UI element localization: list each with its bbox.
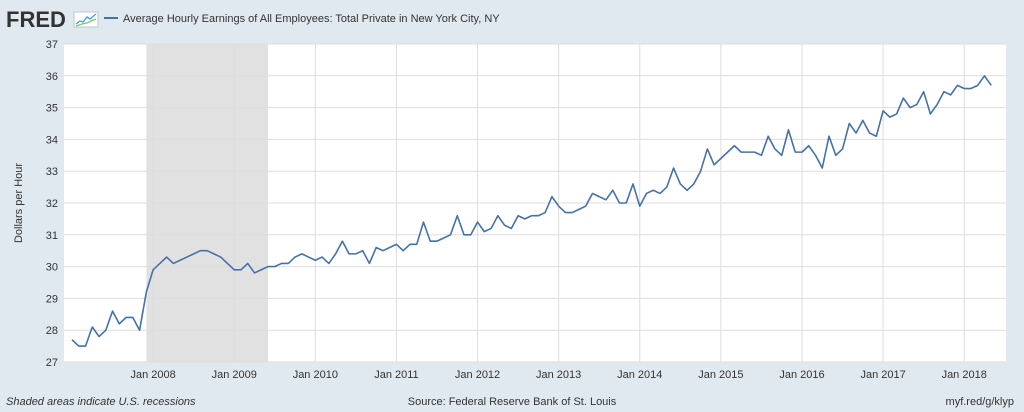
x-tick-label: Jan 2008 (130, 369, 175, 381)
y-axis-label: Dollars per Hour (13, 163, 25, 243)
x-tick-label: Jan 2012 (455, 369, 500, 381)
x-tick-label: Jan 2011 (374, 369, 418, 381)
fred-logo-text: FRED (6, 7, 66, 32)
short-url-link[interactable]: myf.red/g/klyp (946, 396, 1014, 408)
y-tick-label: 30 (46, 262, 58, 274)
grid-horizontal (64, 43, 1006, 363)
y-tick-label: 29 (46, 293, 58, 305)
y-tick-label: 31 (46, 230, 58, 242)
grid-vertical (152, 44, 965, 362)
y-axis: 27 28 29 30 31 32 33 34 35 36 37 (46, 39, 58, 369)
x-tick-label: Jan 2016 (779, 369, 824, 381)
fred-logo-graph-icon (73, 11, 99, 28)
x-axis: Jan 2008 Jan 2009 Jan 2010 Jan 2011 Jan 2012… (130, 369, 986, 381)
fred-logo[interactable]: FRED (6, 7, 99, 32)
y-tick-label: 34 (46, 134, 58, 146)
y-tick-label: 28 (46, 325, 58, 337)
x-tick-label: Jan 2009 (212, 369, 257, 381)
x-tick-label: Jan 2017 (860, 369, 905, 381)
y-tick-label: 33 (46, 166, 58, 178)
recession-note: Shaded areas indicate U.S. recessions (6, 396, 196, 408)
x-tick-label: Jan 2015 (698, 369, 743, 381)
y-tick-label: 27 (46, 357, 58, 369)
x-tick-label: Jan 2010 (293, 369, 338, 381)
y-tick-label: 32 (46, 198, 58, 210)
series-line[interactable] (71, 75, 992, 347)
x-tick-label: Jan 2018 (942, 369, 987, 381)
x-tick-label: Jan 2013 (536, 369, 581, 381)
y-tick-label: 37 (46, 39, 58, 51)
legend: Average Hourly Earnings of All Employees… (104, 13, 500, 25)
series-title: Average Hourly Earnings of All Employees… (123, 13, 500, 25)
x-tick-label: Jan 2014 (617, 369, 662, 381)
source-text: Source: Federal Reserve Bank of St. Loui… (408, 396, 617, 408)
y-tick-label: 35 (46, 103, 58, 115)
y-tick-label: 36 (46, 71, 58, 83)
